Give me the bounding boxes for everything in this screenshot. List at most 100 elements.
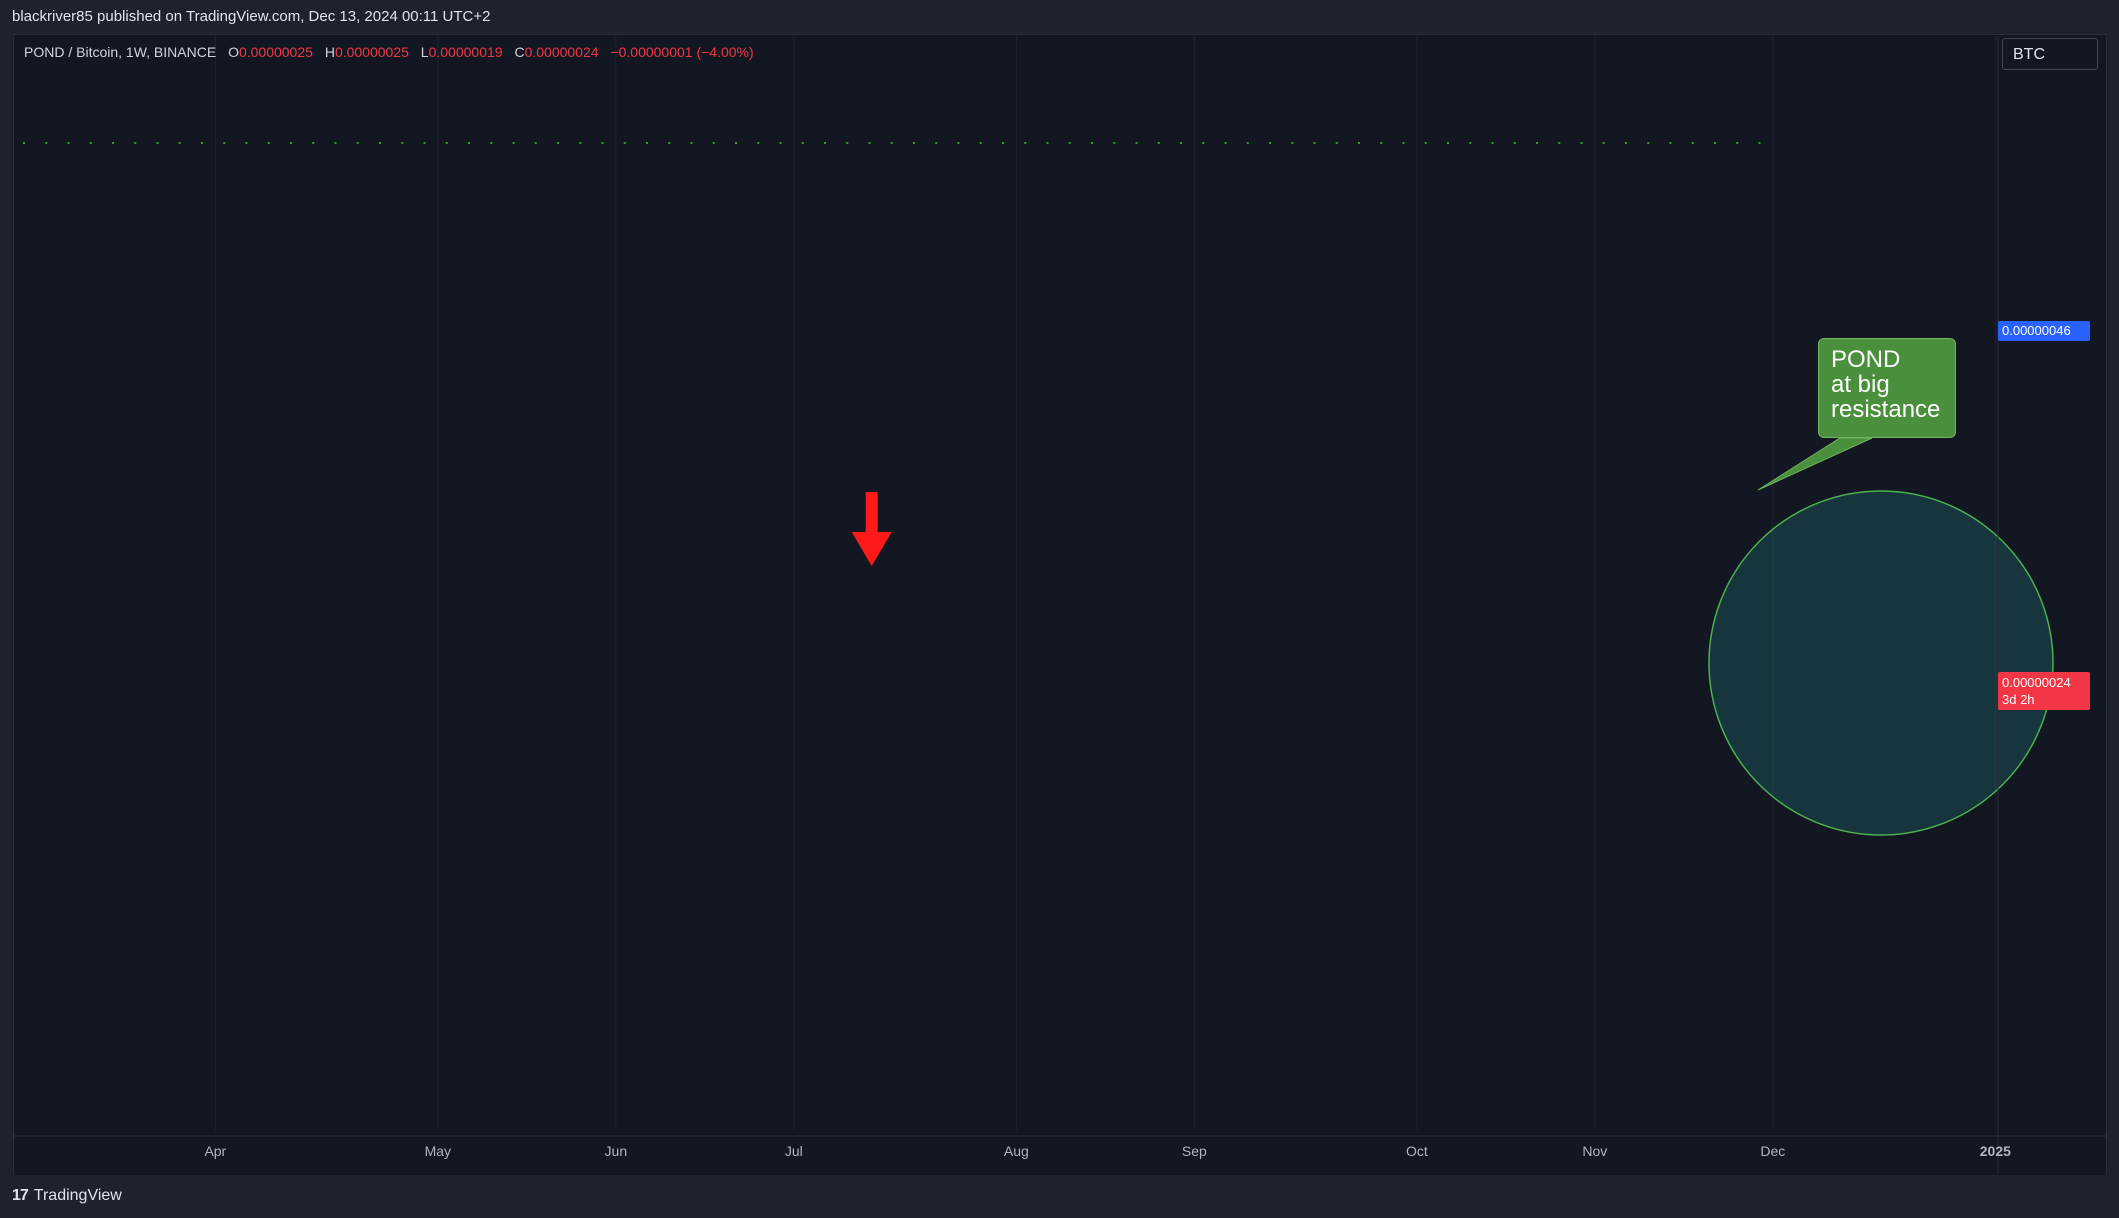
chart-frame (13, 34, 2107, 1176)
dotted-marker (445, 142, 448, 144)
dotted-marker (1269, 142, 1271, 144)
dotted-marker (690, 142, 693, 144)
dotted-marker (379, 142, 381, 144)
dotted-marker (201, 142, 203, 144)
dotted-marker (1602, 142, 1605, 144)
dotted-marker (735, 142, 737, 144)
dotted-marker (1469, 142, 1472, 144)
dotted-marker (512, 142, 515, 144)
publisher-line: blackriver85 published on TradingView.co… (12, 8, 491, 25)
callout-line-3: resistance (1831, 396, 1941, 423)
time-axis-label: May (425, 1143, 451, 1159)
dotted-marker (1135, 142, 1138, 144)
dotted-marker (1091, 142, 1093, 144)
dotted-marker (868, 142, 871, 144)
dotted-marker (757, 142, 760, 144)
dotted-marker (267, 142, 270, 144)
open-value: 0.00000025 (238, 44, 313, 60)
down-arrow-shaft (865, 492, 878, 532)
dotted-marker (1536, 142, 1538, 144)
dotted-marker (1046, 142, 1049, 144)
logo-mark: 17 (12, 1187, 29, 1204)
dotted-marker (45, 142, 48, 144)
dotted-marker (1402, 142, 1405, 144)
high-key: H (324, 44, 335, 60)
dotted-marker (779, 142, 782, 144)
currency-button[interactable]: BTC (2002, 38, 2098, 70)
dotted-marker (1491, 142, 1494, 144)
dotted-marker (89, 142, 92, 144)
dotted-marker (1335, 142, 1338, 144)
price-chart[interactable]: 23421112123412345671234512341234567890.0… (0, 0, 2119, 1175)
dotted-marker (1736, 142, 1739, 144)
symbol-name: POND / Bitcoin, 1W, BINANCE (24, 44, 217, 60)
dotted-marker (1580, 142, 1583, 144)
dotted-marker (1358, 142, 1360, 144)
resistance-callout: POND at big resistance (1818, 338, 1956, 438)
dotted-marker (1157, 142, 1160, 144)
footer-bar: 17 TradingView (0, 1175, 2119, 1218)
dotted-marker (712, 142, 715, 144)
dotted-marker (623, 142, 626, 144)
dotted-marker (979, 142, 982, 144)
dotted-marker (401, 142, 404, 144)
symbol-legend: POND / Bitcoin, 1W, BINANCE O0.00000025 … (24, 44, 754, 60)
dotted-marker (1024, 142, 1027, 144)
dotted-marker (1669, 142, 1672, 144)
callout-line-1: POND (1831, 346, 1901, 373)
dotted-marker (1558, 142, 1561, 144)
dotted-marker (1224, 142, 1227, 144)
dotted-marker (890, 142, 893, 144)
dotted-marker (668, 142, 671, 144)
dotted-marker (1424, 142, 1427, 144)
change-value: −0.00000001 (−4.00%) (610, 44, 754, 60)
low-key: L (420, 44, 429, 60)
dotted-marker (801, 142, 804, 144)
dotted-marker (1002, 142, 1004, 144)
low-value: 0.00000019 (428, 44, 503, 60)
dotted-marker (356, 142, 359, 144)
dotted-marker (1202, 142, 1205, 144)
time-axis-label: Jun (605, 1143, 628, 1159)
callout-pointer (1757, 437, 1873, 491)
close-value: 0.00000024 (524, 44, 599, 60)
close-key: C (514, 44, 525, 60)
time-axis-label: Apr (204, 1143, 226, 1159)
callout-line-2: at big (1831, 371, 1890, 398)
dotted-marker (579, 142, 582, 144)
time-axis-label: Sep (1182, 1143, 1207, 1159)
dotted-marker (245, 142, 248, 144)
dotted-marker (490, 142, 493, 144)
dotted-marker (557, 142, 559, 144)
dotted-marker (1313, 142, 1316, 144)
dotted-marker (646, 142, 648, 144)
dotted-marker (1691, 142, 1694, 144)
dotted-marker (913, 142, 915, 144)
countdown-value: 3d 2h (2002, 692, 2035, 707)
dotted-marker (957, 142, 960, 144)
dotted-marker (1447, 142, 1449, 144)
dotted-marker (1513, 142, 1516, 144)
dotted-marker (534, 142, 537, 144)
dotted-marker (1380, 142, 1383, 144)
highlight-circle (1708, 490, 2054, 836)
tradingview-logo[interactable]: 17 TradingView (12, 1187, 122, 1205)
dotted-marker (1180, 142, 1182, 144)
dotted-marker (23, 142, 25, 144)
current-price-tag: 0.00000024 3d 2h (1998, 672, 2090, 710)
dotted-marker (1291, 142, 1294, 144)
down-arrow-head (851, 532, 892, 566)
dotted-marker (824, 142, 826, 144)
dotted-marker (1113, 142, 1116, 144)
dotted-marker (156, 142, 159, 144)
dotted-marker (423, 142, 426, 144)
dotted-marker (935, 142, 938, 144)
brand-name: TradingView (33, 1187, 122, 1204)
dotted-marker (1647, 142, 1650, 144)
resistance-price-tag: 0.00000046 (1998, 321, 2090, 341)
dotted-marker (312, 142, 315, 144)
time-axis-label: Oct (1406, 1143, 1428, 1159)
dotted-marker (1625, 142, 1627, 144)
dotted-marker (1068, 142, 1071, 144)
time-axis-label: Dec (1760, 1143, 1785, 1159)
